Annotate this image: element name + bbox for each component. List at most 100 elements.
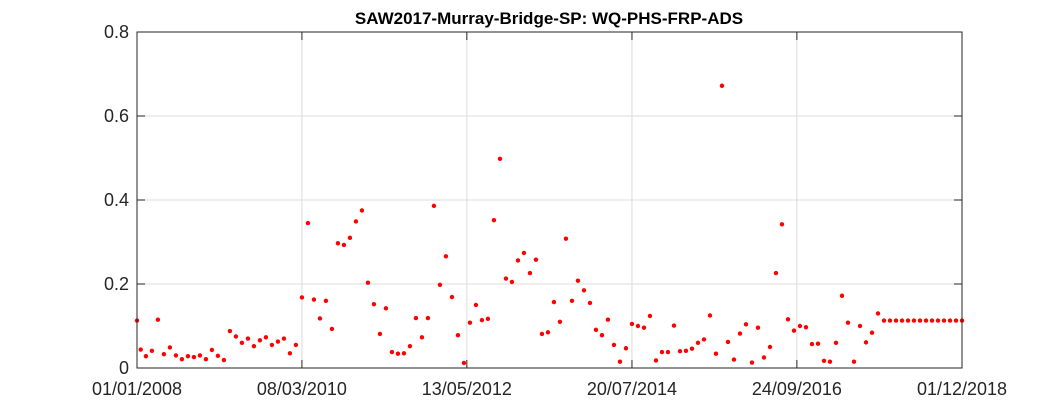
data-point (485, 316, 491, 322)
data-point (245, 336, 251, 341)
data-point (875, 311, 881, 316)
data-point (389, 349, 395, 355)
data-point (149, 348, 155, 353)
data-point (539, 331, 545, 337)
data-point (221, 357, 227, 363)
data-point (419, 335, 425, 340)
data-point (185, 354, 191, 359)
data-point (209, 347, 215, 353)
data-point (689, 346, 695, 351)
data-point (917, 318, 923, 323)
data-point (575, 278, 581, 283)
data-point (821, 358, 827, 364)
data-point (911, 318, 917, 323)
data-point (545, 330, 551, 335)
data-point (323, 298, 329, 303)
data-point (287, 351, 293, 356)
data-point (167, 345, 173, 350)
data-point (341, 242, 347, 248)
data-point (725, 339, 731, 345)
data-point (329, 326, 335, 332)
data-point (497, 156, 503, 162)
data-point (899, 318, 905, 323)
x-tick-label: 08/03/2010 (257, 379, 347, 399)
data-point (743, 322, 749, 327)
data-point (761, 355, 767, 360)
x-tick-label: 20/07/2014 (587, 379, 677, 399)
data-point (569, 298, 575, 303)
data-point (239, 340, 245, 345)
data-point (449, 294, 455, 300)
data-point (563, 236, 569, 241)
data-point (887, 318, 893, 323)
data-point (155, 317, 161, 322)
data-point (365, 280, 371, 285)
data-point (929, 318, 935, 323)
data-point (581, 288, 587, 293)
data-point (641, 325, 647, 330)
data-point (371, 301, 377, 307)
data-point (215, 353, 221, 359)
data-point (251, 343, 257, 349)
data-point (833, 340, 839, 345)
data-point (173, 353, 179, 358)
y-tick-label: 0.8 (104, 22, 129, 42)
data-point (881, 318, 887, 323)
data-point (203, 356, 209, 362)
data-point (713, 351, 719, 356)
data-point (401, 351, 407, 356)
data-point (779, 222, 785, 227)
data-point (593, 327, 599, 332)
data-point (179, 356, 185, 362)
data-point (737, 331, 743, 336)
data-point (353, 219, 359, 224)
data-point (665, 349, 671, 355)
data-point (845, 320, 851, 325)
x-tick-label: 13/05/2012 (422, 379, 512, 399)
data-point (839, 293, 845, 298)
data-point (755, 325, 761, 330)
data-point (767, 344, 773, 350)
data-point (383, 306, 389, 311)
data-point (749, 360, 755, 365)
data-point (935, 318, 941, 323)
data-point (659, 349, 665, 355)
data-point (191, 354, 197, 360)
x-tick-label: 01/01/2008 (92, 379, 182, 399)
data-point (197, 353, 203, 358)
data-point (803, 325, 809, 330)
data-point (671, 323, 677, 328)
data-point (479, 317, 485, 323)
data-point (527, 270, 533, 276)
y-tick-label: 0.2 (104, 274, 129, 294)
data-point (473, 302, 479, 308)
data-point (683, 348, 689, 353)
data-point (809, 341, 815, 347)
data-point (161, 351, 167, 357)
data-point (773, 270, 779, 276)
data-point (587, 300, 593, 306)
data-point (785, 317, 791, 322)
data-point (431, 203, 437, 209)
data-point (299, 295, 305, 300)
data-point (293, 342, 299, 348)
data-point (461, 360, 467, 366)
data-point (395, 351, 401, 356)
x-tick-label: 01/12/2018 (917, 379, 1007, 399)
data-point (893, 318, 899, 323)
data-point (263, 335, 269, 340)
data-point (599, 333, 605, 338)
data-point (923, 318, 929, 323)
data-point (677, 349, 683, 354)
data-point (905, 318, 911, 323)
data-point (425, 315, 431, 321)
data-point (233, 334, 239, 339)
data-point (623, 346, 629, 351)
data-point (797, 323, 803, 329)
data-point (227, 328, 233, 334)
y-tick-label: 0.4 (104, 190, 129, 210)
data-point (335, 241, 341, 246)
data-point (311, 297, 317, 302)
data-point (557, 319, 563, 324)
